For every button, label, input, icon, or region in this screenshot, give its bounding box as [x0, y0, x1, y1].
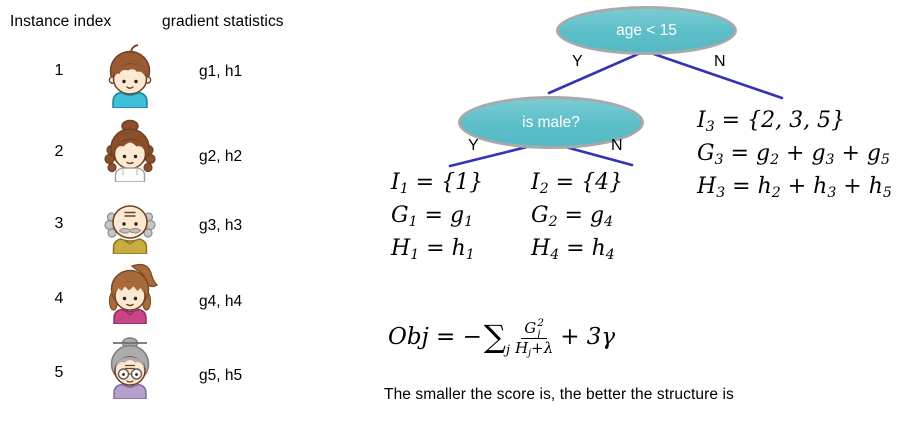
gradient-statistics-header: gradient statistics [162, 13, 284, 30]
leaf-equation: G2 = g4 [531, 203, 614, 230]
leaf-equation: I3 = {2, 3, 5} [697, 108, 846, 135]
instance-index-header: Instance index [10, 13, 112, 30]
gradient-stats-value: g1, h1 [199, 63, 243, 80]
gradient-stats-value: g3, h3 [199, 217, 243, 234]
branch-label-yes: Y [572, 53, 583, 70]
leaf-equation: I1 = {1} [391, 170, 484, 197]
old-man-avatar-icon [104, 205, 156, 254]
gradient-stats-value: g2, h2 [199, 148, 243, 165]
leaf-equation: G1 = g1 [391, 203, 474, 230]
instance-number: 5 [54, 364, 64, 381]
tree-node-is-male: is male? [458, 96, 644, 149]
leaf-stats-3: I3 = {2, 3, 5} G3 = g2 + g3 + g5 H3 = h2… [697, 104, 892, 203]
formula-prefix: Obj = − [388, 324, 482, 351]
caption-text: The smaller the score is, the better the… [384, 386, 734, 403]
branch-label-no: N [611, 137, 623, 154]
old-woman-avatar-icon [110, 337, 150, 399]
instance-number: 4 [54, 290, 64, 307]
formula-suffix: + 3γ [560, 324, 616, 351]
instance-number: 3 [54, 215, 64, 232]
branch-label-yes: Y [468, 137, 479, 154]
instance-number: 2 [54, 143, 64, 160]
gradient-stats-value: g5, h5 [199, 367, 243, 384]
tree-node-age-label: age < 15 [616, 21, 677, 39]
tree-node-is-male-label: is male? [522, 113, 580, 131]
fraction-denominator: Hj+λ [515, 339, 554, 359]
leaf-stats-2: I2 = {4} G2 = g4 H4 = h4 [531, 166, 623, 265]
gradient-stats-value: g4, h4 [199, 293, 243, 310]
leaf-equation: H3 = h2 + h3 + h5 [697, 174, 892, 201]
leaf-equation: H1 = h1 [391, 236, 475, 263]
leaf-equation: H4 = h4 [531, 236, 615, 263]
branch-label-no: N [714, 53, 726, 70]
woman-avatar-icon [108, 263, 159, 324]
instance-number: 1 [54, 62, 64, 79]
leaf-stats-1: I1 = {1} G1 = g1 H1 = h1 [391, 166, 483, 265]
leaf-equation: G3 = g2 + g3 + g5 [697, 141, 890, 168]
sum-symbol: ∑j [483, 318, 511, 358]
leaf-equation: I2 = {4} [531, 170, 624, 197]
boy-avatar-icon [108, 44, 152, 108]
tree-node-age: age < 15 [556, 6, 737, 55]
girl-avatar-icon [104, 119, 156, 182]
